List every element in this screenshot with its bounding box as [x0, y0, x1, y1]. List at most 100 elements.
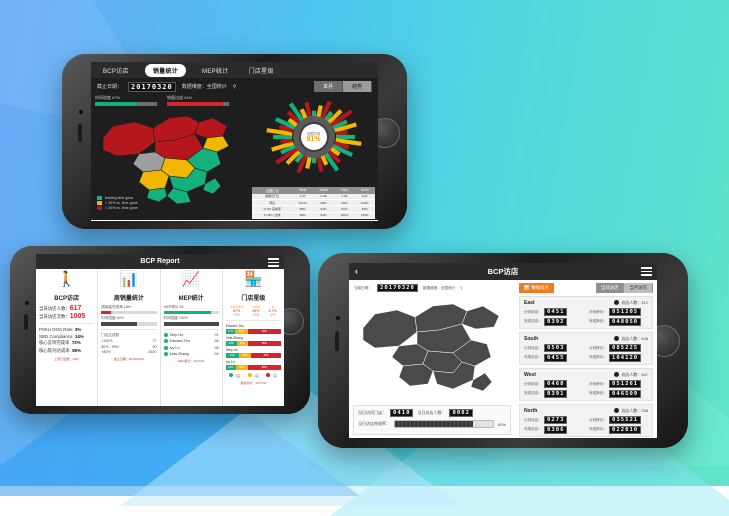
metric-value: 085225 [608, 344, 642, 352]
card-weekly-sales[interactable]: 📊 周销量统计 周销量完成率 18% 时间进度 64% 门店达成数 >100% 7… [98, 269, 161, 406]
china-map-svg [362, 303, 500, 392]
region-card[interactable]: North 访店人数：258 计划访店： 0273 计划拜访： 035521 完成访店： 03… [519, 404, 653, 437]
region-card[interactable]: West 访店人数：347 计划访店： 0468 计划拜访： 051261 完成访店： 039… [519, 368, 653, 401]
phone-camera [25, 301, 29, 305]
filter-bar: 截止日期： 20170320 数据维度：全国统计 ⚲ 本月 趋势 [91, 78, 378, 93]
kpi-row: 核心陈列达成率: 85% [39, 348, 94, 354]
list-item: >100% 77 [101, 339, 156, 343]
person-name: Ivy Lo [169, 345, 180, 350]
date-value[interactable]: 20170320 [376, 284, 418, 292]
table-cell: % DP 完成率 [252, 205, 293, 213]
person-score: 86 [214, 351, 219, 356]
app-header: BCP Report [36, 254, 284, 269]
store-count-value: 0410 [390, 409, 414, 417]
card-bcp-visit[interactable]: 🚶 BCP访店 当日访店人数：617 当日访店次数：1005 PSKU OOS … [36, 269, 99, 406]
metric-value: 0391 [543, 389, 568, 398]
tab-bar: BCP访店 销量统计 MEP统计 门店星级 [91, 62, 378, 78]
star-pct: 57% [233, 309, 241, 313]
search-icon[interactable]: ⚲ [232, 83, 237, 90]
table-header-row: 全国汇总 West South East North [252, 186, 375, 194]
tab-bcp-visit[interactable]: BCP访店 [103, 68, 129, 75]
tab-sales-stats[interactable]: 销量统计 [144, 63, 187, 77]
phone-device-bcp: ‹ BCP访店 当前日期： 20170320 数据维度：全国统计 ⚲ [318, 253, 688, 448]
table-header-cell: South [312, 186, 335, 194]
metric-value: 104120 [608, 353, 642, 362]
metric-label: 完成拜访： [589, 319, 607, 323]
segment-trend[interactable]: 趋势 [342, 81, 372, 92]
region-panel: 📊 数据排名 当日访店 当月访店 East 访店人数：312 计划访店： 0451 计划… [515, 280, 657, 438]
metric-value: 0468 [543, 380, 568, 388]
metric-label: 计划访店： [524, 381, 542, 386]
segment-month-visit[interactable]: 当月访店 [624, 283, 653, 293]
metric-label: 计划拜访： [589, 345, 607, 350]
bar-label: MEP得分 86 [163, 305, 184, 309]
progress-group: 时间进度 67% 销量达成 91% [95, 95, 245, 106]
metric-label: 完成拜访： [589, 427, 607, 431]
table-header-cell: North [354, 186, 375, 194]
phone-screen-bcp: ‹ BCP访店 当前日期： 20170320 数据维度：全国统计 ⚲ [349, 263, 657, 438]
metric-label: 计划访店： [524, 345, 542, 350]
card-mep[interactable]: 📈 MEP统计 MEP得分 86 时间进度 100% Step Hu 91 Edw… [160, 269, 223, 406]
progress-time-label: 时间进度 67% [95, 95, 121, 100]
item-label: 80% - 99% [101, 344, 119, 349]
stack-label: Step Hu [225, 348, 239, 352]
stacked-bar: 24% 22% 48% [225, 353, 281, 358]
table-cell: 0.49 [312, 193, 335, 200]
region-metrics: 计划访店： 0273 计划拜访： 035521 完成访店： 0306 完成拜访： 022010 [524, 416, 648, 434]
tab-mep-stats[interactable]: MEP统计 [202, 68, 229, 75]
status-dot [163, 339, 168, 344]
segment-this-month[interactable]: 本月 [313, 81, 343, 92]
count-dot [614, 300, 620, 305]
count-dot [614, 372, 620, 377]
date-value[interactable]: 20170320 [128, 81, 176, 92]
card-footer: MEP得分：2017/02 [177, 358, 205, 363]
map-panel: 当前日期： 20170320 数据维度：全国统计 ⚲ [349, 280, 515, 438]
rank-button-label: 数据排名 [531, 285, 550, 290]
region-toolbar: 📊 数据排名 当日访店 当月访店 [519, 283, 653, 293]
segment-today-visit[interactable]: 当日访店 [595, 283, 625, 293]
search-icon[interactable]: ⚲ [460, 286, 463, 290]
stack-segment: 60% [247, 329, 281, 334]
bar-fill [163, 322, 219, 326]
table-cell: 91% [334, 205, 355, 213]
metric-cell: 计划访店： 0468 [524, 380, 583, 388]
date-label: 当前日期： [354, 285, 372, 290]
china-map-grey[interactable] [349, 294, 515, 398]
stack-label: Edward Zhu [225, 324, 245, 328]
metric-value: 046509 [608, 389, 642, 398]
china-map-colored[interactable]: leading time gone < 10% vs. time gone < … [95, 108, 245, 212]
region-people-count: 访店人数：438 [614, 336, 648, 342]
kpi-value: 72% [71, 340, 81, 346]
phone-screen-sales: BCP访店 销量统计 MEP统计 门店星级 截止日期： 20170320 数据维… [91, 62, 378, 221]
card-store-rating[interactable]: 🏪 门店星级 ★★★★★ 57% +2% ★★★ 26% +0% ★ [222, 269, 284, 406]
phone-camera [79, 110, 83, 114]
table-cell: 101% [292, 199, 313, 207]
region-card[interactable]: East 访店人数：312 计划访店： 0451 计划拜访： 051205 完成访店： 039… [519, 296, 653, 329]
hamburger-icon[interactable] [268, 258, 279, 269]
star-pct: 5.7% [268, 309, 277, 313]
metric-cell: 完成拜访： 104120 [589, 353, 648, 362]
stacked-bar: 20% 20% 60% [225, 341, 281, 346]
metric-value: 051205 [608, 308, 642, 316]
stacked-bar: 17% 23% 60% [225, 329, 281, 334]
period-toggle: 本月 趋势 [313, 81, 372, 92]
stack-segment: 22% [239, 353, 252, 358]
bar-label: 周销量完成率 18% [101, 305, 132, 309]
card-title: 门店星级 [241, 296, 266, 302]
region-card[interactable]: South 访店人数：438 计划访店： 0503 计划拜访： 085225 完成访店： 04… [519, 332, 653, 365]
region-header: West 访店人数：347 [524, 372, 648, 378]
kpi-label: SBD Compliance: [39, 333, 74, 339]
table-cell: 91% [312, 205, 335, 213]
hamburger-icon[interactable] [641, 267, 652, 278]
rank-button[interactable]: 📊 数据排名 [519, 283, 555, 293]
star-summary: ★★★★★ 57% +2% ★★★ 26% +0% ★ 5.7% -2% [226, 305, 281, 317]
tab-store-rating[interactable]: 门店星级 [248, 68, 274, 75]
item-value: 77 [152, 339, 157, 344]
radial-chart[interactable]: 全国达成 91% [255, 93, 373, 181]
metric-cell: 计划访店： 0503 [524, 344, 583, 352]
bar-label: 时间进度 100% [163, 316, 189, 321]
app-header: ‹ BCP访店 [349, 263, 657, 280]
chevron-left-icon[interactable]: ‹ [355, 266, 358, 276]
rate-value: 80% [497, 421, 506, 427]
kpi-label: PSKU OOS Rate: [39, 327, 74, 333]
